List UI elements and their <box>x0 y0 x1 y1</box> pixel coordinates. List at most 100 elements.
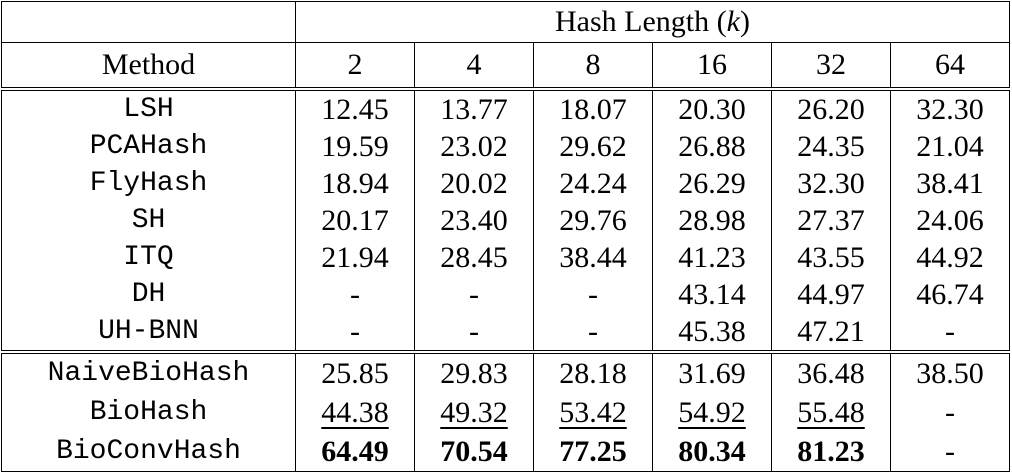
table-row: DH - - - 43.14 44.97 46.74 <box>1 276 1010 313</box>
value-cell: 32.30 <box>771 165 891 202</box>
value-cell-text: 18.07 <box>559 92 627 126</box>
value-cell-text: 28.18 <box>559 356 627 390</box>
method-name-cell: PCAHash <box>1 128 296 165</box>
value-cell-text: 43.14 <box>678 277 746 311</box>
empty-header-cell <box>1 1 296 43</box>
value-cell: - <box>295 313 415 352</box>
value-cell-text: 32.30 <box>797 166 865 200</box>
value-cell: - <box>890 313 1010 352</box>
value-cell: 44.92 <box>890 239 1010 276</box>
value-cell: 70.54 <box>414 432 534 472</box>
value-cell-text: 26.20 <box>797 92 865 126</box>
value-cell-text: 26.29 <box>678 166 746 200</box>
table-row: LSH 12.45 13.77 18.07 20.30 26.20 32.30 <box>1 89 1010 128</box>
value-cell-text: 38.44 <box>559 240 627 274</box>
value-cell-text: - <box>945 434 955 468</box>
value-cell: 29.76 <box>533 202 653 239</box>
value-cell-text: 46.74 <box>916 277 984 311</box>
value-cell: 53.42 <box>533 393 653 432</box>
value-cell: 54.92 <box>652 393 772 432</box>
value-cell-text: 23.02 <box>440 129 508 163</box>
value-cell: 44.97 <box>771 276 891 313</box>
value-cell: 25.85 <box>295 352 415 393</box>
value-cell-text: 70.54 <box>440 434 508 468</box>
value-cell-text: 12.45 <box>321 92 389 126</box>
value-cell: - <box>890 432 1010 472</box>
value-cell: 26.29 <box>652 165 772 202</box>
method-name-cell: NaiveBioHash <box>1 352 296 393</box>
value-cell: 41.23 <box>652 239 772 276</box>
value-cell: 28.18 <box>533 352 653 393</box>
value-cell-text: 32.30 <box>916 92 984 126</box>
value-cell: 29.83 <box>414 352 534 393</box>
hash-length-variable: k <box>726 5 740 38</box>
value-cell: 26.20 <box>771 89 891 128</box>
value-cell-text: 55.48 <box>797 395 865 429</box>
hash-length-column-header: 4 <box>414 42 534 89</box>
header-row-columns: Method 2 4 8 16 32 64 <box>1 42 1010 89</box>
value-cell: 24.35 <box>771 128 891 165</box>
method-name-cell: DH <box>1 276 296 313</box>
value-cell-text: - <box>588 314 598 348</box>
value-cell-text: 47.21 <box>797 314 865 348</box>
table-row: SH 20.17 23.40 29.76 28.98 27.37 24.06 <box>1 202 1010 239</box>
value-cell: 36.48 <box>771 352 891 393</box>
value-cell: 20.17 <box>295 202 415 239</box>
value-cell: 26.88 <box>652 128 772 165</box>
value-cell-text: 21.04 <box>916 129 984 163</box>
table-row: UH-BNN - - - 45.38 47.21 - <box>1 313 1010 352</box>
method-name-cell: FlyHash <box>1 165 296 202</box>
method-name-cell: SH <box>1 202 296 239</box>
value-cell-text: 28.98 <box>678 203 746 237</box>
value-cell: 47.21 <box>771 313 891 352</box>
table-row: BioHash 44.38 49.32 53.42 54.92 55.48 - <box>1 393 1010 432</box>
value-cell-text: 49.32 <box>440 395 508 429</box>
value-cell: 21.04 <box>890 128 1010 165</box>
value-cell: 46.74 <box>890 276 1010 313</box>
table-row: FlyHash 18.94 20.02 24.24 26.29 32.30 38.41 <box>1 165 1010 202</box>
value-cell-text: 54.92 <box>678 395 746 429</box>
hash-length-header: Hash Length (k) <box>295 1 1010 43</box>
value-cell-text: 13.77 <box>440 92 508 126</box>
value-cell: 80.34 <box>652 432 772 472</box>
value-cell-text: 77.25 <box>559 434 627 468</box>
hash-length-column-header: 16 <box>652 42 772 89</box>
value-cell: 45.38 <box>652 313 772 352</box>
value-cell: - <box>414 313 534 352</box>
value-cell-text: 64.49 <box>321 434 389 468</box>
value-cell-text: 31.69 <box>678 356 746 390</box>
value-cell: 28.45 <box>414 239 534 276</box>
value-cell-text: 25.85 <box>321 356 389 390</box>
value-cell-text: - <box>588 277 598 311</box>
value-cell-text: 53.42 <box>559 395 627 429</box>
value-cell-text: 29.76 <box>559 203 627 237</box>
value-cell: 55.48 <box>771 393 891 432</box>
value-cell-text: 41.23 <box>678 240 746 274</box>
value-cell-text: - <box>945 314 955 348</box>
method-name-cell: BioHash <box>1 393 296 432</box>
value-cell: 20.30 <box>652 89 772 128</box>
table-row: NaiveBioHash 25.85 29.83 28.18 31.69 36.48 38.… <box>1 352 1010 393</box>
value-cell: 23.02 <box>414 128 534 165</box>
value-cell-text: 36.48 <box>797 356 865 390</box>
value-cell-text: 43.55 <box>797 240 865 274</box>
value-cell: 31.69 <box>652 352 772 393</box>
value-cell-text: 19.59 <box>321 129 389 163</box>
value-cell: 20.02 <box>414 165 534 202</box>
value-cell-text: 24.35 <box>797 129 865 163</box>
value-cell: 43.55 <box>771 239 891 276</box>
value-cell-text: 38.41 <box>916 166 984 200</box>
value-cell-text: 26.88 <box>678 129 746 163</box>
value-cell-text: - <box>350 314 360 348</box>
value-cell: - <box>890 393 1010 432</box>
hash-length-close: ) <box>739 5 750 38</box>
value-cell-text: 29.83 <box>440 356 508 390</box>
table-row: ITQ 21.94 28.45 38.44 41.23 43.55 44.92 <box>1 239 1010 276</box>
value-cell: 24.24 <box>533 165 653 202</box>
value-cell: - <box>414 276 534 313</box>
value-cell: 18.94 <box>295 165 415 202</box>
value-cell: 27.37 <box>771 202 891 239</box>
value-cell-text: 20.02 <box>440 166 508 200</box>
value-cell: 28.98 <box>652 202 772 239</box>
